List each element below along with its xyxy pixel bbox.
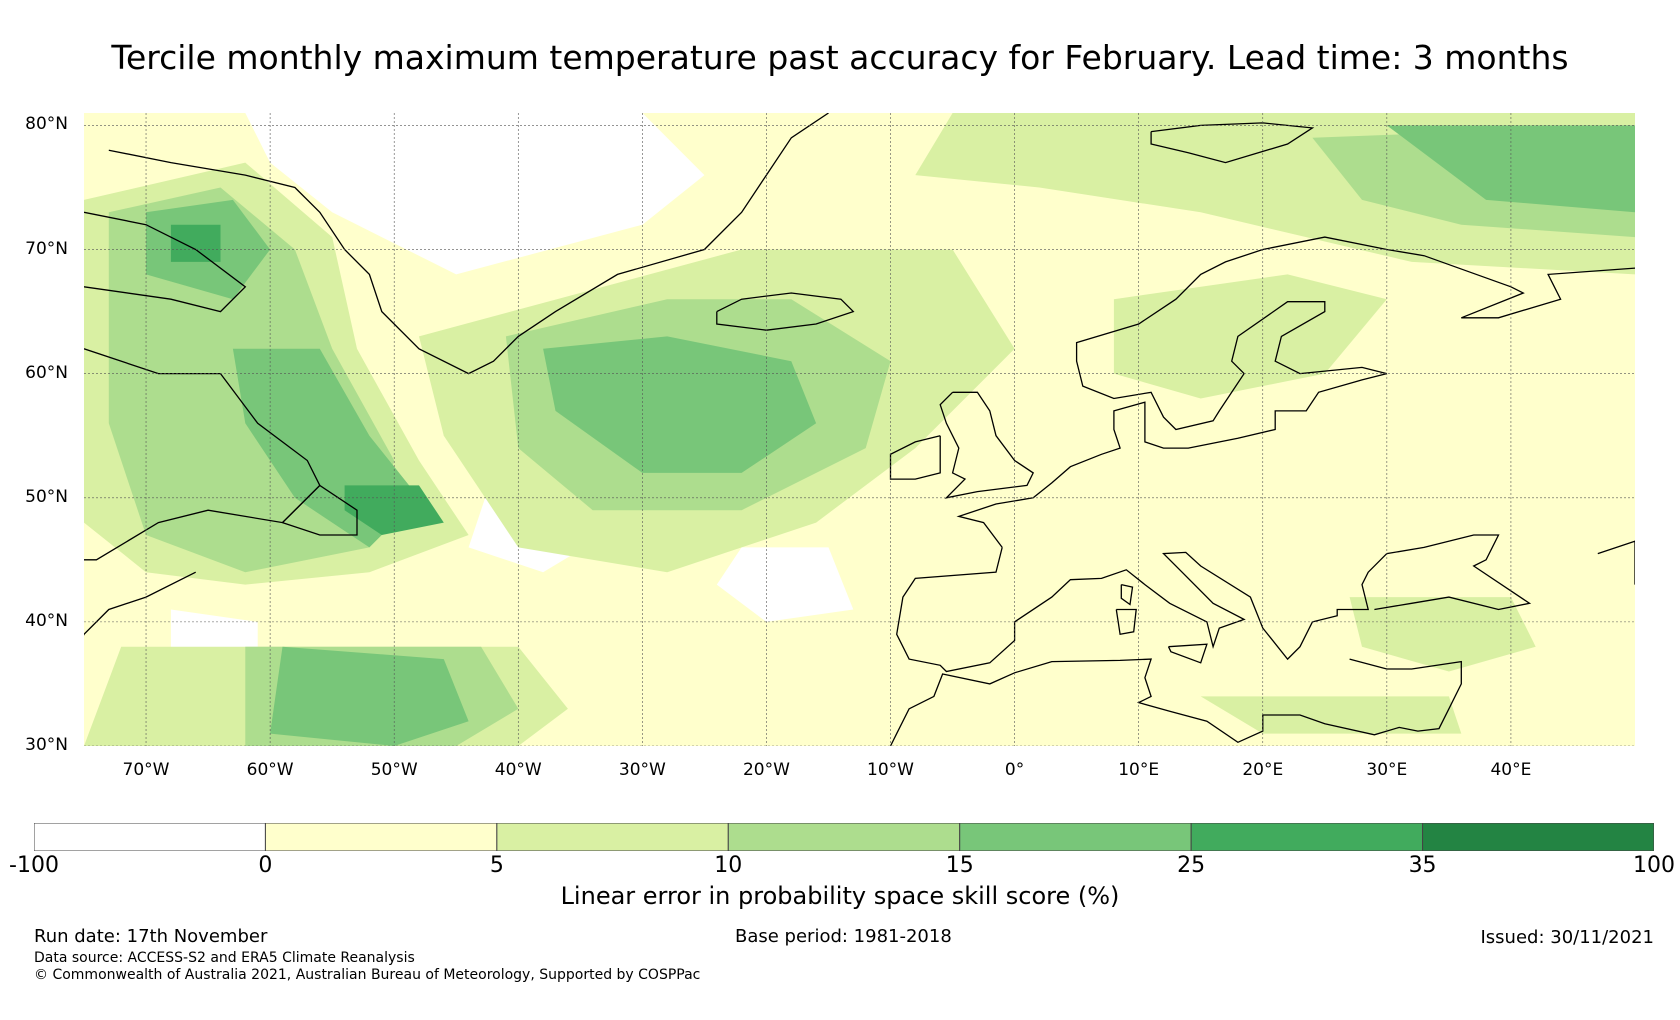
longitude-label: 30°E (1366, 760, 1408, 780)
skill-region-1 (245, 113, 705, 275)
latitude-label: 40°N (25, 610, 68, 631)
skill-region-3 (716, 547, 854, 622)
skill-region-9 (1113, 274, 1387, 399)
longitude-label: 10°W (867, 760, 914, 780)
longitude-label: 40°W (494, 760, 542, 780)
longitude-label: 30°W (618, 760, 666, 780)
colorbar-tick-label: -100 (9, 853, 59, 878)
colorbar-tick-label: 0 (258, 853, 273, 878)
colorbar-tick-label: 15 (945, 853, 974, 878)
latitude-label: 50°N (25, 486, 68, 507)
copyright: © Commonwealth of Australia 2021, Austra… (34, 967, 701, 983)
colorbar-tick-label: 25 (1177, 853, 1206, 878)
longitude-label: 20°W (742, 760, 790, 780)
colorbar-tick-label: 10 (714, 853, 743, 878)
latitude-label: 60°N (25, 362, 68, 383)
colorbar-swatch (959, 823, 1192, 851)
svalbard-coast (1150, 122, 1315, 164)
corsica-coast (1120, 583, 1134, 606)
longitude-label: 60°W (246, 760, 294, 780)
caspian-coast (1597, 540, 1635, 585)
colorbar (34, 823, 1654, 851)
latitude-label: 70°N (25, 238, 68, 259)
colorbar-swatch (264, 823, 498, 851)
skill-region-20 (1386, 125, 1635, 213)
skill-region-10 (1349, 597, 1536, 672)
iceland-coast (716, 292, 855, 331)
great-britain-coast (939, 391, 1035, 499)
europe-west-coast (896, 534, 1532, 673)
sardinia-coast (1115, 608, 1137, 636)
us-east-coast (84, 571, 196, 636)
longitude-label: 70°W (122, 760, 170, 780)
longitude-label: 50°W (370, 760, 418, 780)
colorbar-label: Linear error in probability space skill … (560, 882, 1120, 910)
colorbar-swatch (1422, 823, 1654, 851)
skill-regions (84, 113, 1635, 746)
skill-score-map (84, 113, 1635, 746)
colorbar-tick-label: 100 (1633, 853, 1675, 878)
issued-date: Issued: 30/11/2021 (1480, 927, 1654, 948)
base-period: Base period: 1981-2018 (735, 926, 952, 947)
colorbar-swatch (1190, 823, 1424, 851)
longitude-label: 10°E (1118, 760, 1160, 780)
longitude-label: 0° (1004, 760, 1025, 780)
skill-region-22 (170, 224, 221, 262)
north-europe-coast (956, 236, 1635, 548)
north-africa-coast (889, 658, 1462, 746)
skill-region-18 (270, 646, 469, 746)
colorbar-swatch (727, 823, 961, 851)
ireland-coast (889, 435, 941, 480)
newfoundland-coast (282, 484, 358, 536)
graticule (84, 113, 1635, 746)
latitude-label: 30°N (25, 735, 68, 755)
longitude-label: 40°E (1490, 760, 1532, 780)
colorbar-swatch (34, 823, 266, 851)
colorbar-tick-label: 5 (489, 853, 504, 878)
skill-region-19 (543, 336, 817, 473)
colorbar-tick-label: 35 (1408, 853, 1437, 878)
data-source: Data source: ACCESS-S2 and ERA5 Climate … (34, 950, 415, 966)
baffin-island-coast (84, 211, 247, 313)
sicily-coast (1167, 643, 1208, 664)
colorbar-swatch (496, 823, 729, 851)
chart-title: Tercile monthly maximum temperature past… (111, 38, 1569, 77)
skill-region-11 (1200, 696, 1462, 734)
latitude-label: 80°N (25, 114, 68, 135)
run-date: Run date: 17th November (34, 926, 268, 947)
longitude-label: 20°E (1242, 760, 1284, 780)
